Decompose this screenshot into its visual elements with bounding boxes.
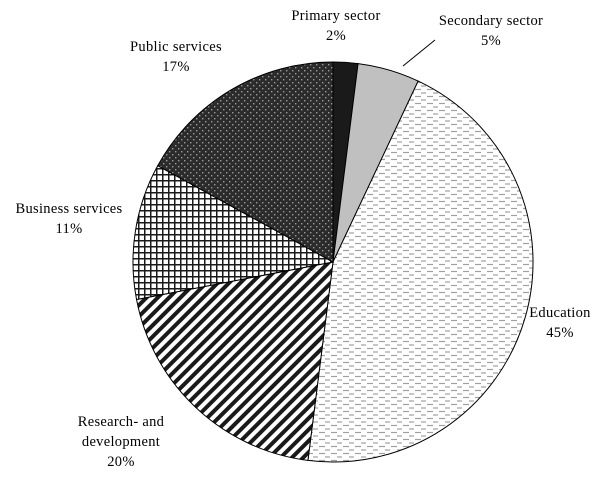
pie-slice-education [307,80,534,463]
slice-value-label: 11% [56,221,83,237]
slice-value-label: 17% [162,59,189,75]
leader-lines [402,39,436,67]
pie-slice-business-services [132,164,335,301]
slice-label-group: Business services 11% [16,201,123,237]
slice-label: Education [529,305,591,321]
pie-slices [132,61,534,463]
slice-label-group: Secondary sector 5% [439,13,543,49]
pie-slice-public-services [157,61,334,263]
slice-label-group: Primary sector 2% [291,8,380,44]
slice-labels: Primary sector 2% Secondary sector 5% Educat… [16,8,591,470]
slice-label: Primary sector [291,8,380,24]
pie-slice-research-and-development [135,261,334,461]
slice-label: Secondary sector [439,13,543,29]
slice-value-label: 45% [546,325,573,341]
slice-value-label: 2% [326,28,346,44]
slice-label-group: Public services 17% [130,39,222,75]
slice-label: Business services [16,201,123,217]
slice-value-label: 20% [107,454,134,470]
slice-label-group: Research- and development 20% [78,414,165,470]
leader-line [402,39,436,67]
slice-label: Public services [130,39,222,55]
slice-label-group: Education 45% [529,305,591,341]
slice-label: Research- and [78,414,165,430]
slice-label: development [82,434,160,450]
slice-value-label: 5% [481,33,501,49]
